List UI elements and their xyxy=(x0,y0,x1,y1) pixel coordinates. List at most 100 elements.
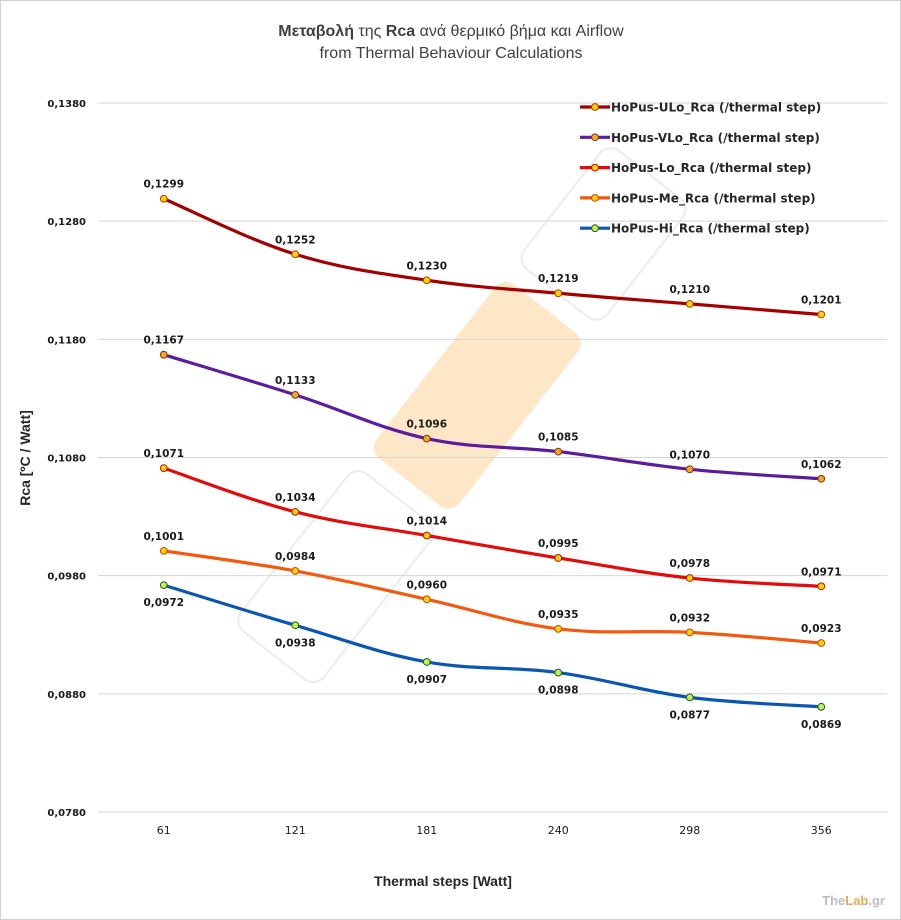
y-tick-label: 0,1080 xyxy=(47,454,86,465)
data-label: 0,0907 xyxy=(406,674,447,686)
data-point xyxy=(291,390,300,399)
x-tick-label: 240 xyxy=(548,824,569,837)
data-label: 0,1062 xyxy=(801,459,842,471)
data-point xyxy=(817,639,826,647)
legend-item: HoPus-ULo_Rca (/thermal step) xyxy=(580,101,821,116)
data-label: 0,1085 xyxy=(538,432,579,444)
data-point xyxy=(159,546,168,555)
legend-label: HoPus-ULo_Rca (/thermal step) xyxy=(611,101,821,116)
data-label: 0,0971 xyxy=(801,566,842,578)
y-axis-title: Rca [ºC / Watt] xyxy=(17,410,33,506)
x-axis-title: Thermal steps [Watt] xyxy=(374,873,512,889)
legend-marker xyxy=(591,103,599,111)
chart-title-line1: Μεταβολή της Rca ανά θερμικό βήμα και Ai… xyxy=(278,23,624,40)
data-point xyxy=(159,464,168,473)
series-3: 0,1001 0,0984 0,0960 0,0935 0,0932 0,0923 xyxy=(143,531,842,647)
y-tick-label: 0,1280 xyxy=(47,217,86,228)
legend-item: HoPus-Lo_Rca (/thermal step) xyxy=(580,161,811,176)
title-part: ανά θερμικό βήμα και Airflow xyxy=(415,23,624,40)
legend-label: HoPus-Hi_Rca (/thermal step) xyxy=(611,222,810,237)
x-tick-label: 298 xyxy=(679,824,700,837)
data-label: 0,1096 xyxy=(406,419,447,431)
data-label: 0,1167 xyxy=(143,335,184,347)
chart-title-line2: from Thermal Behaviour Calculations xyxy=(320,45,583,62)
data-point xyxy=(159,581,168,590)
data-point xyxy=(817,582,826,591)
data-label: 0,1034 xyxy=(275,492,316,504)
data-label: 0,0898 xyxy=(538,685,579,697)
legend-label: HoPus-Lo_Rca (/thermal step) xyxy=(611,161,811,176)
series-line xyxy=(162,353,823,481)
data-label: 0,0995 xyxy=(538,538,579,550)
legend-marker xyxy=(591,224,599,233)
data-point xyxy=(685,574,694,582)
data-point xyxy=(159,194,168,203)
y-tick-label: 0,1180 xyxy=(47,335,86,346)
title-part: Μεταβολή xyxy=(278,23,354,40)
legend-marker xyxy=(591,133,599,142)
watermark-the: The xyxy=(822,893,845,908)
data-point xyxy=(422,531,431,540)
series-layer: 0,1299 0,1252 0,1230 0,1219 0,1210 0,1201 0,11… xyxy=(143,179,841,731)
data-label: 0,1230 xyxy=(406,260,447,272)
data-point xyxy=(817,474,826,483)
legend-item: HoPus-VLo_Rca (/thermal step) xyxy=(580,131,820,146)
data-label: 0,0978 xyxy=(669,558,710,570)
legend-marker xyxy=(591,194,599,202)
data-label: 0,1071 xyxy=(143,448,184,460)
data-point xyxy=(422,434,431,443)
x-tick-label: 121 xyxy=(285,824,306,837)
legend-label: HoPus-VLo_Rca (/thermal step) xyxy=(611,131,820,146)
x-tick-label: 356 xyxy=(811,824,832,837)
watermark-lab: Lab xyxy=(845,893,868,908)
data-point xyxy=(685,465,694,474)
series-line xyxy=(162,466,823,588)
series-1: 0,1167 0,1133 0,1096 0,1085 0,1070 0,1062 xyxy=(143,335,842,483)
data-label: 0,0972 xyxy=(143,597,184,609)
y-tick-label: 0,0780 xyxy=(47,808,86,819)
x-tick-label: 61 xyxy=(157,824,171,837)
title-part: της xyxy=(354,23,386,40)
series-4: 0,0972 0,0938 0,0907 0,0898 0,0877 0,0869 xyxy=(143,581,842,731)
data-point xyxy=(291,567,300,575)
y-tick-label: 0,0880 xyxy=(47,690,86,701)
y-tick-label: 0,1380 xyxy=(47,99,86,110)
data-point xyxy=(554,668,563,677)
data-point xyxy=(817,702,826,711)
legend-item: HoPus-Hi_Rca (/thermal step) xyxy=(580,222,810,237)
watermark-gr: .gr xyxy=(868,893,885,908)
series-line xyxy=(162,583,823,709)
data-label: 0,1001 xyxy=(143,531,184,543)
data-label: 0,1210 xyxy=(669,284,710,296)
legend-marker xyxy=(591,163,599,172)
data-point xyxy=(291,507,300,516)
series-line xyxy=(162,197,823,317)
data-label: 0,1252 xyxy=(275,234,316,246)
legend-label: HoPus-Me_Rca (/thermal step) xyxy=(611,191,816,206)
data-label: 0,0869 xyxy=(801,719,842,731)
data-label: 0,1201 xyxy=(801,295,842,307)
gridlines xyxy=(98,102,887,813)
data-label: 0,0960 xyxy=(406,579,447,591)
data-label: 0,1070 xyxy=(669,449,710,461)
data-label: 0,0938 xyxy=(275,637,316,649)
data-point xyxy=(159,350,168,359)
data-point xyxy=(422,658,431,666)
data-label: 0,1133 xyxy=(275,375,316,387)
watermark-shape-lab xyxy=(373,282,581,509)
legend-item: HoPus-Me_Rca (/thermal step) xyxy=(580,191,816,206)
data-label: 0,1014 xyxy=(406,515,447,527)
series-2: 0,1071 0,1034 0,1014 0,0995 0,0978 0,0971 xyxy=(143,448,842,591)
x-axis-ticks: 61 121 181 240 298 356 xyxy=(157,824,832,837)
data-point xyxy=(554,289,563,298)
data-point xyxy=(422,276,431,285)
watermark-shape-the xyxy=(237,470,434,684)
data-label: 0,0923 xyxy=(801,623,842,635)
data-label: 0,0932 xyxy=(669,612,710,624)
data-label: 0,0935 xyxy=(538,609,579,621)
data-point xyxy=(554,624,563,633)
data-point xyxy=(554,554,563,562)
data-point xyxy=(422,595,431,604)
data-point xyxy=(817,310,826,319)
